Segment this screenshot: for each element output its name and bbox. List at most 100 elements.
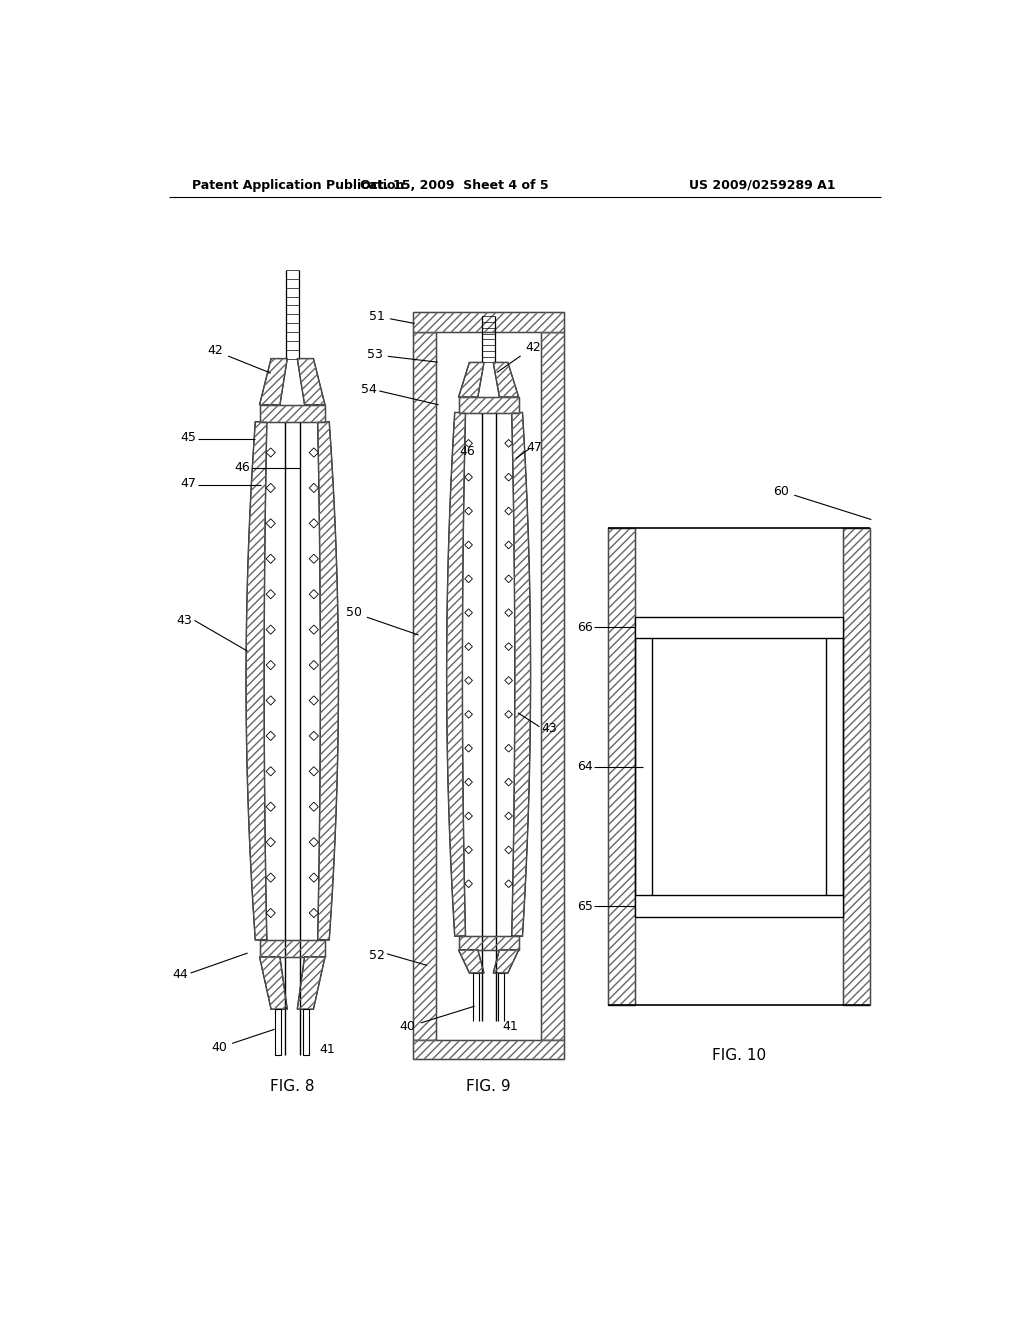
Polygon shape [465,643,472,651]
Text: US 2009/0259289 A1: US 2009/0259289 A1 [689,178,836,191]
Text: 40: 40 [211,1030,274,1055]
Polygon shape [505,677,512,684]
Polygon shape [505,440,512,447]
Polygon shape [541,331,564,1040]
Polygon shape [266,626,275,635]
Polygon shape [266,660,275,669]
Text: 50: 50 [346,606,418,635]
Polygon shape [465,744,472,752]
Text: 46: 46 [234,462,250,474]
Text: 40: 40 [399,1006,474,1034]
Polygon shape [303,1010,309,1056]
Polygon shape [494,363,518,397]
Text: FIG. 9: FIG. 9 [466,1078,511,1094]
Polygon shape [465,846,472,854]
Text: 46: 46 [459,445,475,458]
Text: 47: 47 [180,477,197,490]
Polygon shape [266,519,275,528]
Text: 42: 42 [497,341,541,372]
Text: Patent Application Publication: Patent Application Publication [193,178,404,191]
Polygon shape [309,696,318,705]
Text: FIG. 8: FIG. 8 [270,1078,314,1094]
Polygon shape [505,507,512,515]
Text: 42: 42 [208,345,270,374]
Polygon shape [413,1040,564,1059]
Polygon shape [266,767,275,776]
Polygon shape [635,616,843,638]
Polygon shape [266,838,275,847]
Polygon shape [413,313,564,331]
Text: FIG. 10: FIG. 10 [712,1048,766,1063]
Polygon shape [317,422,339,940]
Polygon shape [505,846,512,854]
Text: 52: 52 [369,949,385,962]
Polygon shape [465,880,472,887]
Polygon shape [465,440,472,447]
Polygon shape [309,590,318,599]
Polygon shape [266,447,275,457]
Text: Oct. 15, 2009  Sheet 4 of 5: Oct. 15, 2009 Sheet 4 of 5 [359,178,548,191]
Text: 43: 43 [176,614,193,627]
Polygon shape [275,1010,282,1056]
Polygon shape [465,710,472,718]
Text: 51: 51 [369,310,415,323]
Polygon shape [309,483,318,492]
Polygon shape [266,908,275,917]
Polygon shape [309,519,318,528]
Polygon shape [309,908,318,917]
Polygon shape [494,950,518,973]
Polygon shape [259,405,325,422]
Polygon shape [465,609,472,616]
Text: 60: 60 [773,484,871,520]
Polygon shape [446,413,466,936]
Polygon shape [465,474,472,480]
Polygon shape [505,779,512,785]
Polygon shape [297,957,325,1010]
Polygon shape [505,643,512,651]
Polygon shape [512,413,530,936]
Polygon shape [297,359,325,405]
Polygon shape [266,483,275,492]
Polygon shape [465,576,472,582]
Text: 64: 64 [577,760,593,774]
Polygon shape [266,554,275,564]
Polygon shape [459,397,518,413]
Polygon shape [266,803,275,812]
Polygon shape [505,744,512,752]
Polygon shape [465,677,472,684]
Polygon shape [266,590,275,599]
Polygon shape [465,541,472,549]
Text: 45: 45 [180,430,197,444]
Polygon shape [309,873,318,882]
Polygon shape [309,660,318,669]
Polygon shape [505,812,512,820]
Text: 43: 43 [541,722,557,735]
Text: 65: 65 [577,899,593,912]
Polygon shape [459,363,484,397]
Polygon shape [309,447,318,457]
Polygon shape [608,528,635,1006]
Polygon shape [465,507,472,515]
Text: 53: 53 [367,348,437,362]
Text: 66: 66 [577,620,593,634]
Polygon shape [459,950,484,973]
Polygon shape [246,422,267,940]
Text: 41: 41 [503,1019,518,1032]
Polygon shape [309,767,318,776]
Text: 41: 41 [319,1043,335,1056]
Polygon shape [266,696,275,705]
Polygon shape [259,940,325,957]
Polygon shape [505,710,512,718]
Polygon shape [309,838,318,847]
Polygon shape [465,812,472,820]
Polygon shape [309,626,318,635]
Text: 47: 47 [527,441,543,454]
Polygon shape [413,331,436,1040]
Polygon shape [505,576,512,582]
Polygon shape [309,554,318,564]
Polygon shape [465,779,472,785]
Polygon shape [635,895,843,917]
Polygon shape [266,731,275,741]
Polygon shape [259,957,288,1010]
Polygon shape [505,541,512,549]
